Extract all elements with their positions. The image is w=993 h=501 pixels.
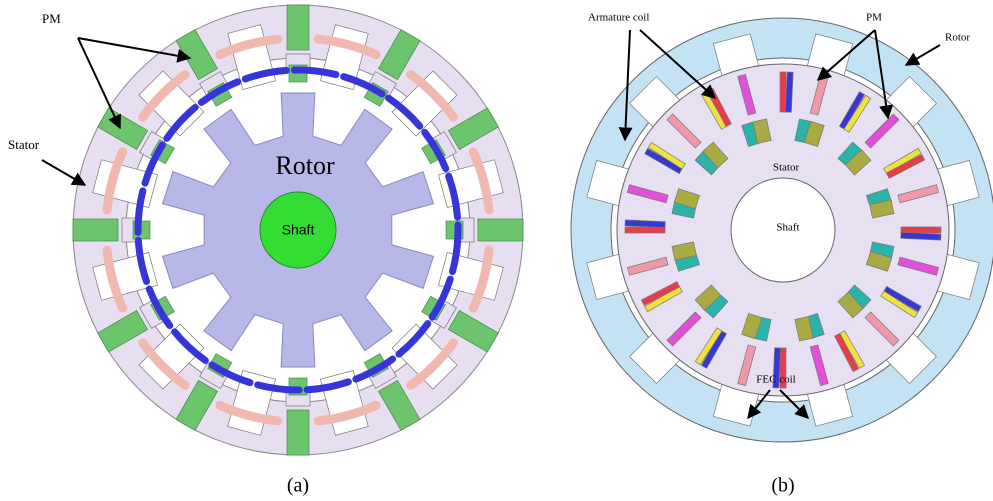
pm (287, 410, 309, 455)
label: Shaft (776, 222, 799, 234)
armature-coil (625, 227, 665, 233)
arrow (42, 160, 85, 185)
label: Rotor (275, 151, 335, 180)
armature-coil (901, 227, 941, 233)
caption: (b) (771, 475, 794, 497)
label: FEC coil (756, 374, 795, 386)
arrow (78, 38, 120, 128)
label: PM (866, 12, 882, 24)
label: Shaft (282, 222, 315, 238)
armature-coil (780, 72, 786, 112)
caption: (a) (287, 475, 309, 497)
label: Rotor (945, 32, 970, 44)
label: Armature coil (588, 12, 649, 24)
label: PM (42, 11, 61, 26)
label: Stator (773, 162, 800, 174)
pm (73, 219, 118, 241)
pm (287, 5, 309, 50)
label: Stator (8, 137, 40, 152)
pm (478, 219, 523, 241)
figure: PM Stator Rotor Shaft (a) Armature coil … (0, 0, 993, 501)
arrow (906, 45, 940, 65)
